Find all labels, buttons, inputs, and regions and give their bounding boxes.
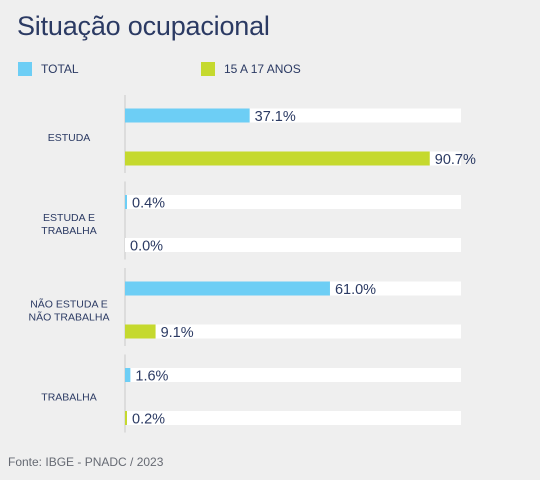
category-label: TRABALHA — [41, 392, 96, 404]
bar-total — [125, 195, 127, 209]
category-label: ESTUDA E — [43, 212, 95, 224]
chart-title: Situação ocupacional — [17, 11, 270, 41]
data-label-15-17: 0.0% — [130, 239, 163, 255]
data-label-total: 1.6% — [135, 369, 168, 385]
bar-15-17 — [125, 411, 127, 425]
category-label: ESTUDA — [48, 132, 91, 144]
data-label-total: 61.0% — [335, 282, 376, 298]
data-label-15-17: 9.1% — [161, 325, 194, 341]
legend-swatch-15-17 — [201, 62, 215, 76]
data-label-total: 37.1% — [255, 109, 296, 125]
legend-label-total: TOTAL — [41, 62, 79, 76]
bar-total — [125, 368, 131, 382]
bar-track — [125, 411, 461, 425]
chart-legend: TOTAL 15 A 17 ANOS — [0, 62, 540, 80]
legend-label-15-17: 15 A 17 ANOS — [224, 62, 301, 76]
data-label-15-17: 0.2% — [132, 412, 165, 428]
bar-total — [125, 281, 330, 296]
source-note: Fonte: IBGE - PNADC / 2023 — [8, 455, 164, 469]
bar-15-17 — [125, 151, 430, 166]
bar-track — [125, 238, 461, 252]
bar-track — [125, 324, 461, 339]
data-label-total: 0.4% — [132, 196, 165, 212]
legend-item-total: TOTAL — [18, 62, 79, 76]
bar-15-17 — [125, 324, 156, 339]
category-label: NÃO ESTUDA E — [30, 298, 108, 311]
bar-total — [125, 108, 250, 123]
bar-track — [125, 195, 461, 209]
category-label: TRABALHA — [41, 225, 96, 237]
bar-track — [125, 368, 461, 382]
legend-swatch-total — [18, 62, 32, 76]
category-label: NÃO TRABALHA — [29, 311, 110, 324]
legend-item-15-17: 15 A 17 ANOS — [201, 62, 301, 76]
data-label-15-17: 90.7% — [435, 152, 476, 168]
